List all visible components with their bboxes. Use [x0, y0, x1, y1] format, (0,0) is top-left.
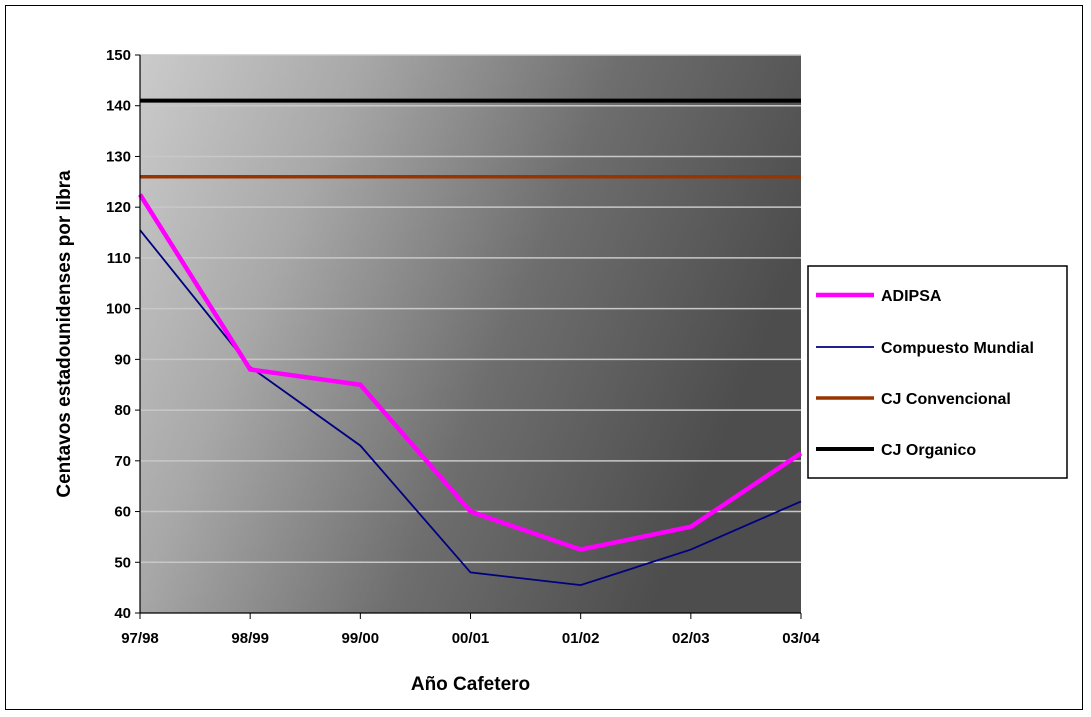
y-tick-label: 110 — [107, 250, 131, 267]
y-tick-label: 140 — [106, 98, 131, 115]
x-tick-label: 03/04 — [782, 630, 820, 647]
y-tick-label: 150 — [106, 47, 131, 64]
y-tick-label: 50 — [114, 554, 131, 571]
axes — [135, 54, 802, 619]
legend-label: CJ Organico — [881, 442, 976, 459]
chart-frame — [5, 5, 1083, 710]
legend: ADIPSA Compuesto Mundial CJ Convencional CJ… — [807, 265, 1068, 479]
y-axis-title: Centavos estadounidenses por libra — [54, 170, 75, 498]
x-tick-labels: 97/98 98/99 99/00 00/01 01/02 02/03 03/04 — [121, 630, 820, 647]
x-tick-label: 02/03 — [672, 630, 710, 647]
plot-area — [140, 55, 801, 613]
x-tick-label: 01/02 — [562, 630, 600, 647]
x-axis-title: Año Cafetero — [411, 674, 530, 695]
x-tick-label: 98/99 — [231, 630, 269, 647]
x-tick-label: 97/98 — [121, 630, 159, 647]
y-tick-label: 60 — [114, 504, 131, 521]
y-tick-labels: 40 50 60 70 80 90 100 110 120 130 140 150 — [106, 47, 131, 622]
y-tick-label: 120 — [106, 199, 131, 216]
y-tick-label: 130 — [106, 148, 131, 165]
x-tick-label: 99/00 — [342, 630, 380, 647]
series-line-adipsa — [138, 193, 803, 552]
y-tick-label: 80 — [114, 402, 131, 419]
gridlines — [140, 54, 801, 564]
legend-box — [807, 265, 1068, 479]
legend-label: CJ Convencional — [881, 391, 1011, 408]
legend-label: ADIPSA — [881, 288, 942, 305]
y-tick-label: 90 — [114, 351, 131, 368]
legend-label: Compuesto Mundial — [881, 340, 1034, 357]
y-tick-label: 70 — [114, 453, 131, 470]
series-lines — [138, 98, 803, 587]
y-tick-label: 100 — [106, 301, 131, 318]
y-tick-label: 40 — [114, 605, 131, 622]
x-tick-label: 00/01 — [452, 630, 490, 647]
